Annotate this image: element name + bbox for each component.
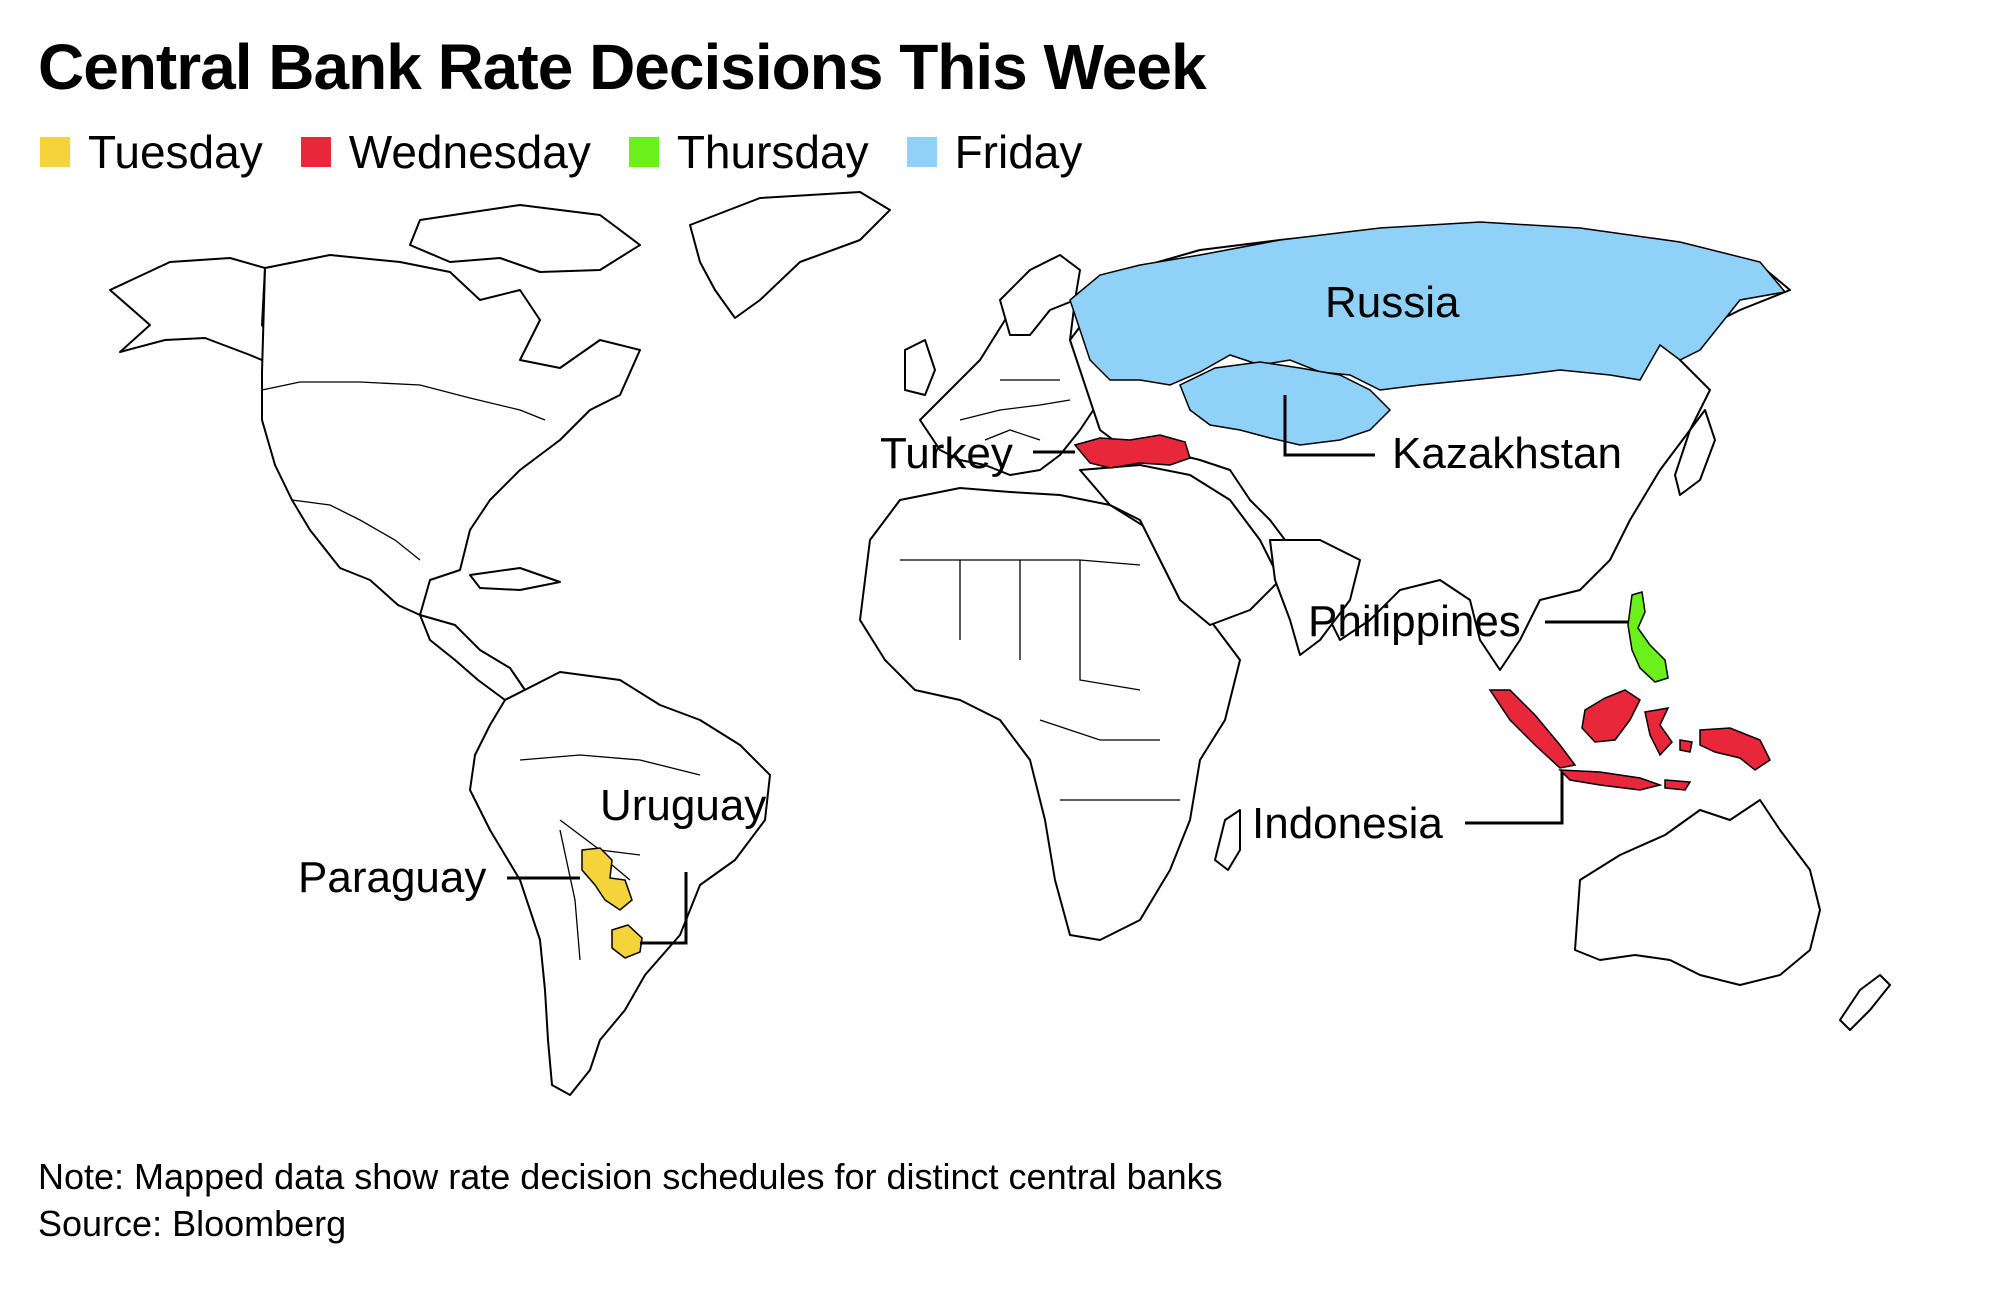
footer: Note: Mapped data show rate decision sch… xyxy=(38,1153,1223,1247)
legend: Tuesday Wednesday Thursday Friday xyxy=(40,125,1120,179)
legend-swatch-thursday xyxy=(628,137,659,167)
leader-indonesia xyxy=(1465,772,1564,825)
country-indonesia-papua xyxy=(1699,727,1771,771)
label-uruguay: Uruguay xyxy=(600,781,766,830)
country-philippines xyxy=(1627,591,1669,683)
landmass-australia xyxy=(1574,799,1821,986)
landmass-uk xyxy=(904,339,936,396)
label-russia: Russia xyxy=(1325,278,1460,327)
landmass-africa xyxy=(859,487,1241,941)
legend-label-tuesday: Tuesday xyxy=(88,126,263,178)
chart-title: Central Bank Rate Decisions This Week xyxy=(38,31,1207,103)
legend-item-tuesday: Tuesday xyxy=(40,125,263,179)
legend-label-friday: Friday xyxy=(954,126,1083,178)
country-russia xyxy=(1069,221,1787,391)
landmass-madagascar xyxy=(1214,809,1241,871)
legend-swatch-wednesday xyxy=(300,137,331,167)
landmass-middle-east xyxy=(1079,464,1281,626)
country-paraguay xyxy=(581,847,633,911)
border-us-canada xyxy=(261,381,546,421)
legend-swatch-tuesday xyxy=(40,137,70,167)
legend-item-friday: Friday xyxy=(906,125,1083,179)
leader-kazakhstan xyxy=(1283,395,1375,457)
landmass-new-zealand xyxy=(1839,974,1891,1031)
legend-swatch-friday xyxy=(906,137,937,167)
country-indonesia-islands xyxy=(1664,739,1693,791)
label-indonesia: Indonesia xyxy=(1252,799,1443,848)
landmass-india xyxy=(1269,539,1361,656)
label-paraguay: Paraguay xyxy=(298,853,486,902)
landmass-japan xyxy=(1674,409,1716,496)
country-turkey xyxy=(1073,434,1191,469)
border-europe xyxy=(959,379,1071,441)
country-indonesia-java xyxy=(1558,769,1663,791)
country-indonesia-borneo xyxy=(1581,689,1641,743)
legend-item-thursday: Thursday xyxy=(628,125,869,179)
label-kazakhstan: Kazakhstan xyxy=(1392,429,1622,478)
leader-uruguay xyxy=(640,872,688,945)
landmass-arctic-islands xyxy=(409,204,641,273)
legend-label-wednesday: Wednesday xyxy=(348,126,591,178)
legend-label-thursday: Thursday xyxy=(676,126,869,178)
world-map: Russia Turkey Kazakhstan Philippines Ind… xyxy=(109,191,1891,1096)
landmass-greenland xyxy=(689,191,891,319)
landmass-north-america xyxy=(261,254,641,616)
landmass-cuba xyxy=(469,567,561,591)
country-indonesia-sulawesi xyxy=(1644,707,1673,757)
label-turkey: Turkey xyxy=(880,429,1013,478)
landmass-central-america xyxy=(419,614,526,701)
border-us-mexico xyxy=(291,499,421,561)
footer-note: Note: Mapped data show rate decision sch… xyxy=(38,1156,1223,1197)
label-philippines: Philippines xyxy=(1308,597,1521,646)
legend-item-wednesday: Wednesday xyxy=(300,125,591,179)
country-uruguay xyxy=(611,924,643,959)
border-africa xyxy=(900,559,1180,801)
footer-source: Source: Bloomberg xyxy=(38,1203,347,1244)
country-indonesia-sumatra xyxy=(1488,689,1577,769)
